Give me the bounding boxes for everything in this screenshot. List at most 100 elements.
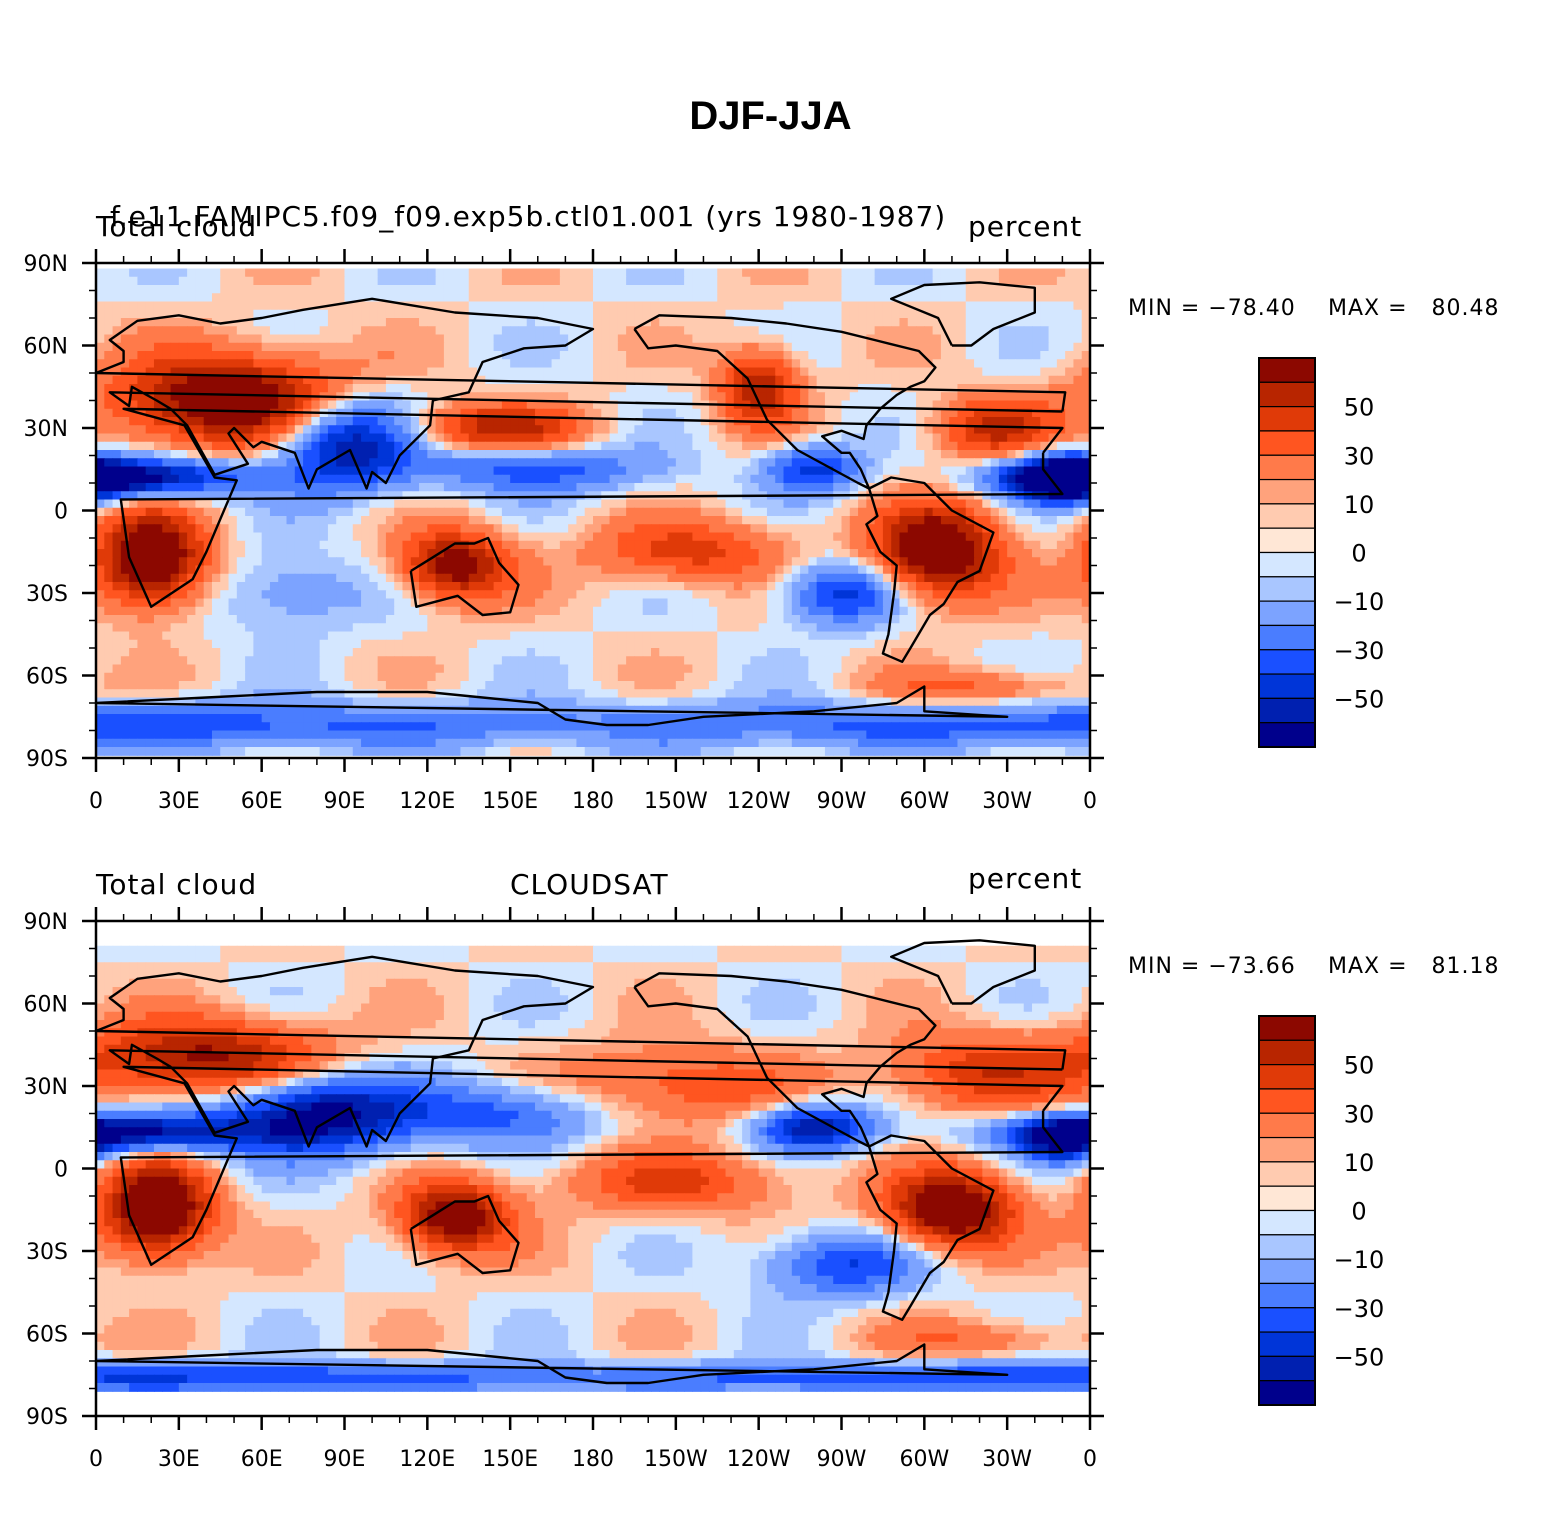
field-cell xyxy=(1081,392,1091,402)
field-cell xyxy=(551,499,561,509)
field-cell xyxy=(800,334,809,344)
field-cell xyxy=(874,392,884,402)
field-cell xyxy=(1056,483,1066,492)
field-cell xyxy=(667,540,677,550)
field-cell xyxy=(1056,557,1066,567)
field-cell xyxy=(195,425,205,435)
field-cell xyxy=(468,532,478,542)
field-cell xyxy=(311,532,321,542)
field-cell xyxy=(1048,425,1058,435)
field-cell xyxy=(427,384,437,393)
field-cell xyxy=(526,466,536,476)
field-cell xyxy=(261,285,271,294)
field-cell xyxy=(601,450,611,459)
field-cell xyxy=(535,326,544,336)
field-cell xyxy=(352,450,362,459)
field-cell xyxy=(211,598,221,608)
field-cell xyxy=(352,606,362,616)
field-cell xyxy=(1023,582,1033,591)
field-cell xyxy=(899,549,909,558)
field-cell xyxy=(361,367,370,377)
field-cell xyxy=(708,582,718,591)
field-cell xyxy=(907,450,917,459)
field-cell xyxy=(551,301,561,311)
field-cell xyxy=(477,425,486,435)
field-cell xyxy=(452,466,462,476)
field-cell xyxy=(584,466,594,476)
field-cell xyxy=(932,507,942,517)
field-cell xyxy=(1032,450,1041,459)
field-cell xyxy=(435,466,445,476)
field-cell xyxy=(717,367,727,377)
field-cell xyxy=(303,334,312,344)
field-cell xyxy=(410,606,420,616)
field-cell xyxy=(468,268,478,278)
field-cell xyxy=(717,384,727,393)
field-cell xyxy=(700,301,710,311)
field-cell xyxy=(659,549,669,558)
field-cell xyxy=(824,359,834,369)
field-cell xyxy=(261,375,271,385)
field-cell xyxy=(327,342,337,352)
field-cell xyxy=(916,285,925,294)
field-cell xyxy=(1073,417,1083,426)
field-cell xyxy=(303,301,312,311)
field-cell xyxy=(344,549,354,558)
field-cell xyxy=(145,334,155,344)
field-cell xyxy=(543,408,553,418)
field-cell xyxy=(377,491,387,501)
field-cell xyxy=(311,367,321,377)
field-cell xyxy=(849,276,859,286)
field-cell xyxy=(419,540,428,550)
field-cell xyxy=(998,499,1008,509)
field-cell xyxy=(178,425,188,435)
field-cell xyxy=(733,540,743,550)
field-cell xyxy=(1015,458,1025,468)
field-cell xyxy=(626,540,636,550)
field-cell xyxy=(369,598,379,608)
field-cell xyxy=(327,433,337,443)
field-cell xyxy=(319,540,329,550)
field-cell xyxy=(120,351,130,360)
field-cell xyxy=(866,375,876,385)
field-cell xyxy=(882,598,892,608)
field-cell xyxy=(675,540,685,550)
field-cell xyxy=(518,491,528,501)
field-cell xyxy=(1015,433,1025,443)
field-cell xyxy=(385,342,395,352)
field-cell xyxy=(1073,516,1083,525)
field-cell xyxy=(742,342,751,352)
field-cell xyxy=(1056,565,1066,575)
field-cell xyxy=(708,318,718,327)
field-cell xyxy=(1040,367,1050,377)
field-cell xyxy=(129,367,139,377)
field-cell xyxy=(601,400,611,410)
field-cell xyxy=(543,499,553,509)
field-cell xyxy=(866,301,876,311)
field-cell xyxy=(965,433,975,443)
field-cell xyxy=(137,384,147,393)
field-cell xyxy=(203,565,213,575)
field-cell xyxy=(211,425,221,435)
field-cell xyxy=(211,491,221,501)
field-cell xyxy=(849,565,859,575)
field-cell xyxy=(874,441,884,451)
field-cell xyxy=(667,450,677,459)
field-cell xyxy=(708,342,718,352)
field-cell xyxy=(742,466,751,476)
field-cell xyxy=(104,268,114,278)
field-cell xyxy=(137,301,147,311)
field-cell xyxy=(468,549,478,558)
field-cell xyxy=(783,342,793,352)
field-cell xyxy=(253,582,263,591)
field-cell xyxy=(882,334,892,344)
field-cell xyxy=(220,491,230,501)
field-cell xyxy=(874,334,884,344)
field-cell xyxy=(667,441,677,451)
field-cell xyxy=(882,458,892,468)
field-cell xyxy=(1065,524,1075,534)
field-cell xyxy=(584,590,594,600)
field-cell xyxy=(692,384,702,393)
field-cell xyxy=(849,540,859,550)
field-cell xyxy=(841,400,851,410)
